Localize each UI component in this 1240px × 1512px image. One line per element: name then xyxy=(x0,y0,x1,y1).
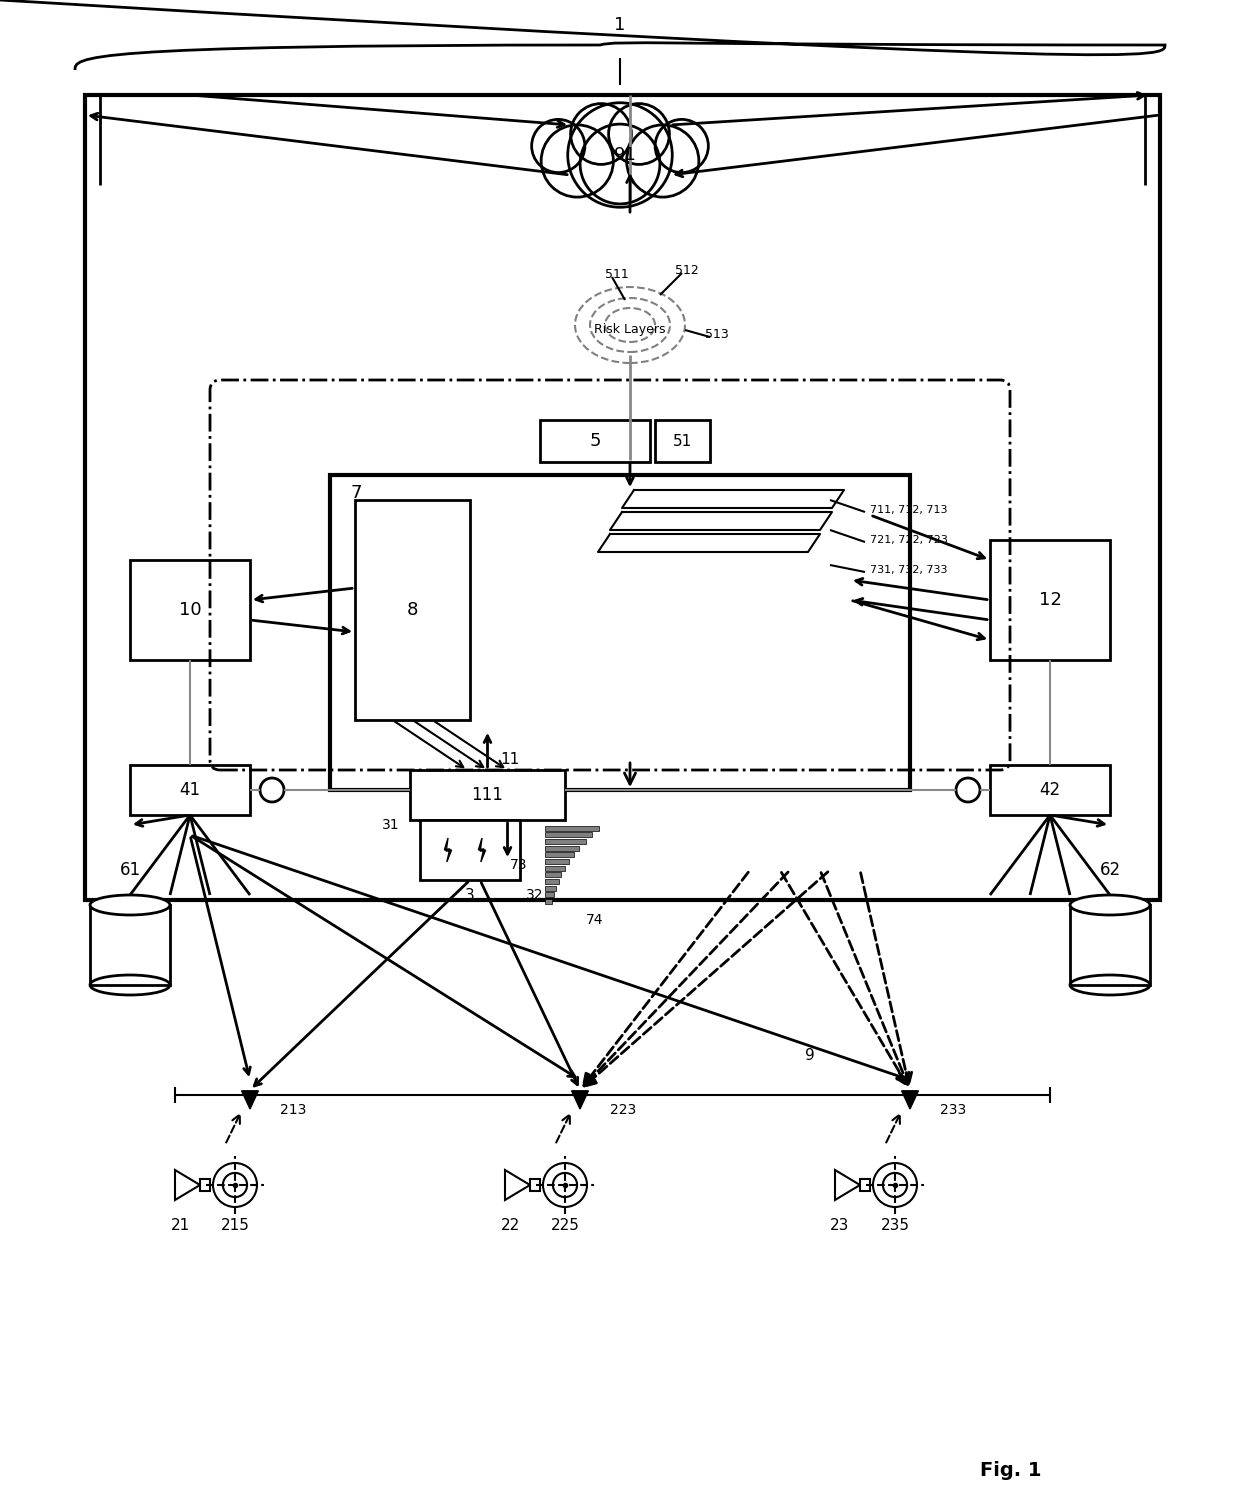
Polygon shape xyxy=(622,490,844,508)
Bar xyxy=(529,1179,539,1191)
Bar xyxy=(546,865,564,871)
Polygon shape xyxy=(479,838,486,862)
Bar xyxy=(1070,906,1149,984)
Bar xyxy=(130,559,250,661)
Bar xyxy=(546,839,585,844)
Bar xyxy=(546,832,591,838)
Text: 213: 213 xyxy=(280,1102,306,1117)
Text: Risk Layers: Risk Layers xyxy=(594,324,666,337)
Bar xyxy=(546,845,579,851)
Text: 5: 5 xyxy=(589,432,600,451)
Polygon shape xyxy=(175,1170,200,1201)
Text: 513: 513 xyxy=(706,328,729,342)
Text: 235: 235 xyxy=(880,1217,909,1232)
Ellipse shape xyxy=(91,895,170,915)
Text: 51: 51 xyxy=(673,434,692,449)
Text: 7: 7 xyxy=(350,484,362,502)
Bar xyxy=(539,420,650,463)
Text: 225: 225 xyxy=(551,1217,579,1232)
Text: 91: 91 xyxy=(614,147,636,163)
Text: 22: 22 xyxy=(501,1217,520,1232)
Polygon shape xyxy=(901,1090,919,1108)
Text: 111: 111 xyxy=(471,786,503,804)
Bar xyxy=(86,95,1159,900)
Text: 11: 11 xyxy=(500,753,520,768)
Bar xyxy=(91,906,170,984)
Bar xyxy=(200,1179,210,1191)
Bar xyxy=(546,826,599,830)
Text: 31: 31 xyxy=(382,818,401,832)
Text: 1: 1 xyxy=(614,17,626,33)
Bar xyxy=(990,540,1110,661)
Text: 223: 223 xyxy=(610,1102,636,1117)
Text: 42: 42 xyxy=(1039,782,1060,798)
Text: 61: 61 xyxy=(119,860,140,878)
Text: 512: 512 xyxy=(675,263,699,277)
Text: 32: 32 xyxy=(526,888,544,903)
Text: 731, 732, 733: 731, 732, 733 xyxy=(870,565,947,575)
Circle shape xyxy=(609,104,670,165)
Text: 215: 215 xyxy=(221,1217,249,1232)
Polygon shape xyxy=(835,1170,861,1201)
Polygon shape xyxy=(242,1090,258,1108)
Text: 62: 62 xyxy=(1100,860,1121,878)
Text: 10: 10 xyxy=(179,600,201,618)
Bar xyxy=(130,765,250,815)
Text: 233: 233 xyxy=(940,1102,966,1117)
Polygon shape xyxy=(598,534,820,552)
Circle shape xyxy=(626,125,699,197)
Bar xyxy=(355,500,470,720)
Text: 721, 722, 723: 721, 722, 723 xyxy=(870,535,947,544)
Bar xyxy=(546,859,569,863)
Text: 73: 73 xyxy=(510,857,527,872)
Bar xyxy=(330,475,910,789)
Bar xyxy=(546,878,558,885)
Circle shape xyxy=(568,103,672,207)
Text: 711, 712, 713: 711, 712, 713 xyxy=(870,505,947,516)
Text: 3: 3 xyxy=(465,888,475,903)
Text: 41: 41 xyxy=(180,782,201,798)
Circle shape xyxy=(541,125,614,197)
Text: 8: 8 xyxy=(407,600,418,618)
Text: 23: 23 xyxy=(831,1217,849,1232)
Text: 511: 511 xyxy=(605,269,629,281)
Text: Fig. 1: Fig. 1 xyxy=(980,1461,1042,1480)
Bar xyxy=(546,900,552,904)
Circle shape xyxy=(532,119,585,172)
Bar xyxy=(655,420,711,463)
Polygon shape xyxy=(444,838,451,862)
Text: 12: 12 xyxy=(1039,591,1061,609)
Bar xyxy=(546,892,554,897)
Circle shape xyxy=(580,124,660,204)
Polygon shape xyxy=(610,513,832,531)
Bar xyxy=(546,853,574,857)
Circle shape xyxy=(655,119,708,172)
Text: 21: 21 xyxy=(170,1217,190,1232)
Bar xyxy=(420,820,520,880)
Text: 74: 74 xyxy=(587,913,604,927)
Bar xyxy=(990,765,1110,815)
Polygon shape xyxy=(505,1170,529,1201)
Bar xyxy=(546,872,562,877)
Circle shape xyxy=(570,104,631,165)
Bar xyxy=(861,1179,870,1191)
Text: 9: 9 xyxy=(805,1048,815,1063)
Ellipse shape xyxy=(1070,895,1149,915)
Bar xyxy=(546,886,556,891)
Bar xyxy=(410,770,565,820)
Polygon shape xyxy=(572,1090,589,1108)
